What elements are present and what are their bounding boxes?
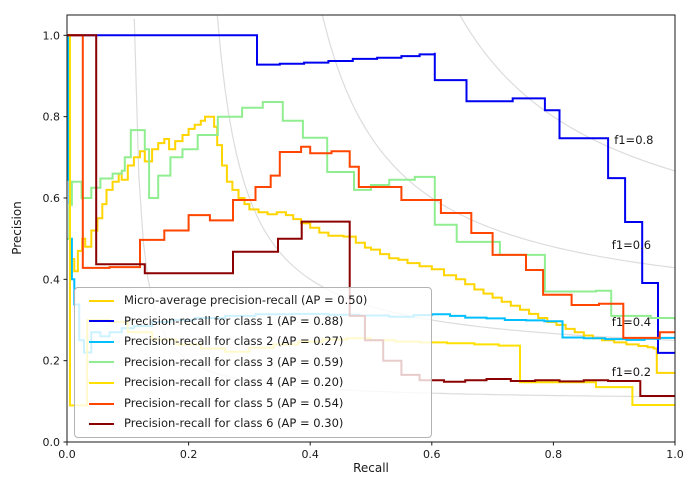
f1-annotation: f1=0.2 xyxy=(612,365,651,379)
f1-annotation: f1=0.6 xyxy=(612,238,651,252)
legend-label: Micro-average precision-recall (AP = 0.5… xyxy=(124,293,368,307)
legend: Micro-average precision-recall (AP = 0.5… xyxy=(74,287,432,438)
y-tick-label: 0.6 xyxy=(43,192,61,205)
x-tick-label: 0.2 xyxy=(180,448,198,461)
x-tick-label: 0.4 xyxy=(301,448,319,461)
pr-curve-class-5 xyxy=(67,34,675,339)
x-tick-label: 0.6 xyxy=(423,448,441,461)
x-axis: 0.0 0.2 0.4 0.6 0.8 1.0 xyxy=(58,442,684,461)
legend-swatch-line xyxy=(89,361,114,364)
legend-swatch-line xyxy=(89,402,114,405)
x-tick-label: 1.0 xyxy=(666,448,684,461)
pr-curve-class-3 xyxy=(67,101,675,320)
pr-curve-class-1 xyxy=(67,34,675,354)
axes-spines xyxy=(66,14,676,443)
legend-label: Precision-recall for class 5 (AP = 0.54) xyxy=(124,395,344,410)
x-axis-label: Recall xyxy=(353,461,389,475)
y-axis-label: Precision xyxy=(10,201,24,255)
legend-item: Precision-recall for class 3 (AP = 0.59) xyxy=(82,354,422,369)
legend-label: Precision-recall for class 1 (AP = 0.88) xyxy=(124,313,344,328)
y-tick-label: 0.8 xyxy=(43,111,61,124)
legend-item: Precision-recall for class 5 (AP = 0.54) xyxy=(82,395,422,410)
pr-curve-micro-average xyxy=(67,34,675,374)
legend-swatch-line xyxy=(89,299,114,302)
legend-swatch-line xyxy=(89,423,114,426)
legend-label: Precision-recall for class 6 (AP = 0.30) xyxy=(124,416,344,431)
legend-swatch-line xyxy=(89,340,114,343)
x-tick-label: 0.8 xyxy=(545,448,563,461)
iso-f1-curve xyxy=(459,15,675,172)
iso-f1-curve xyxy=(216,15,675,341)
legend-item: Precision-recall for class 4 (AP = 0.20) xyxy=(82,377,422,389)
iso-f1-curve xyxy=(321,15,675,269)
x-tick-label: 0.0 xyxy=(58,448,76,461)
legend-item: Micro-average precision-recall (AP = 0.5… xyxy=(82,293,422,307)
legend-swatch-line xyxy=(89,382,114,385)
legend-label: Precision-recall for class 2 (AP = 0.27) xyxy=(124,334,344,349)
legend-item: Precision-recall for class 1 (AP = 0.88) xyxy=(82,313,422,328)
f1-annotation: f1=0.4 xyxy=(612,315,651,329)
y-tick-label: 0.2 xyxy=(43,355,61,368)
y-tick-label: 0.0 xyxy=(43,436,61,449)
legend-item: Precision-recall for class 6 (AP = 0.30) xyxy=(82,418,422,430)
y-tick-label: 1.0 xyxy=(43,29,61,42)
f1-annotation: f1=0.8 xyxy=(614,133,653,147)
legend-label: Precision-recall for class 4 (AP = 0.20) xyxy=(124,375,344,390)
legend-swatch-line xyxy=(89,320,114,323)
legend-item: Precision-recall for class 2 (AP = 0.27) xyxy=(82,336,422,348)
y-axis: 0.0 0.2 0.4 0.6 0.8 1.0 xyxy=(43,29,67,449)
legend-label: Precision-recall for class 3 (AP = 0.59) xyxy=(124,354,344,369)
y-tick-label: 0.4 xyxy=(43,273,61,286)
